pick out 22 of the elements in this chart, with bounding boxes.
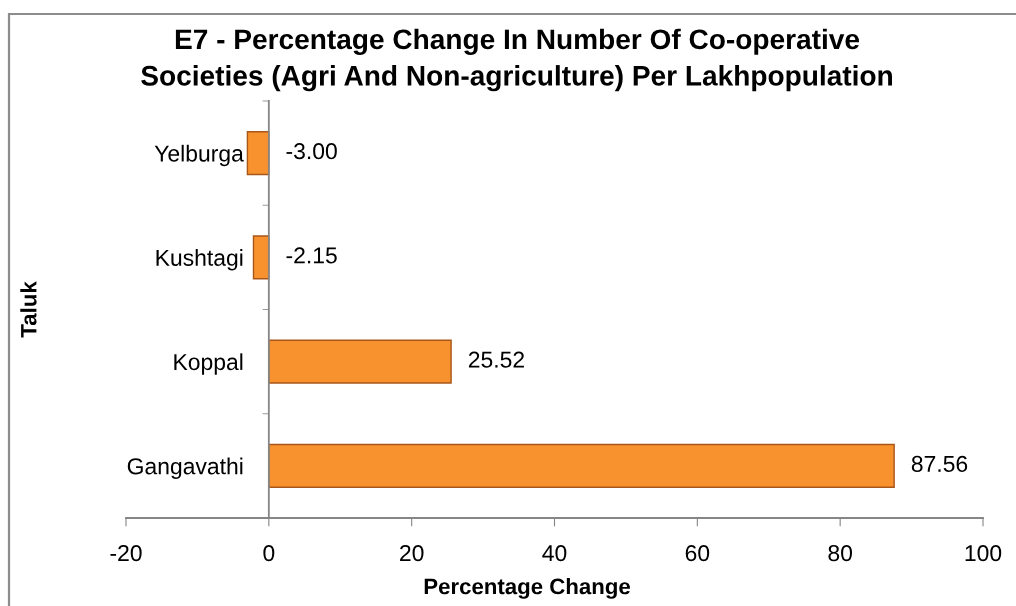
y-tick-label: Kushtagi [156, 249, 243, 271]
x-tick-label: 20 [400, 544, 424, 562]
y-tick-label: Gangavathi [127, 457, 243, 479]
x-tick-label: 100 [965, 544, 1002, 562]
x-tick-label: 40 [542, 544, 567, 562]
bar [268, 443, 895, 488]
data-label: -3.00 [286, 143, 337, 160]
data-label: 25.52 [468, 351, 524, 368]
x-axis-title: Percentage Change [424, 578, 630, 599]
bar [268, 339, 452, 384]
y-tick-label: Yelburga [154, 144, 244, 167]
y-tick-label: Koppal [174, 353, 243, 375]
y-axis-title: Taluk [20, 281, 37, 338]
bar [246, 131, 270, 176]
x-tick-label: 80 [828, 544, 853, 562]
x-tick-label: -20 [110, 544, 142, 562]
data-label: -2.15 [286, 247, 337, 264]
x-tick-label: 60 [685, 544, 710, 562]
chart-title: E7 - Percentage Change In Number Of Co-operative Societies (Agri And Non-agriculture) Per Lakhpopulation [141, 28, 892, 92]
data-label: 87.56 [911, 455, 968, 473]
bar [252, 235, 270, 280]
x-tick-label: 0 [263, 544, 275, 562]
